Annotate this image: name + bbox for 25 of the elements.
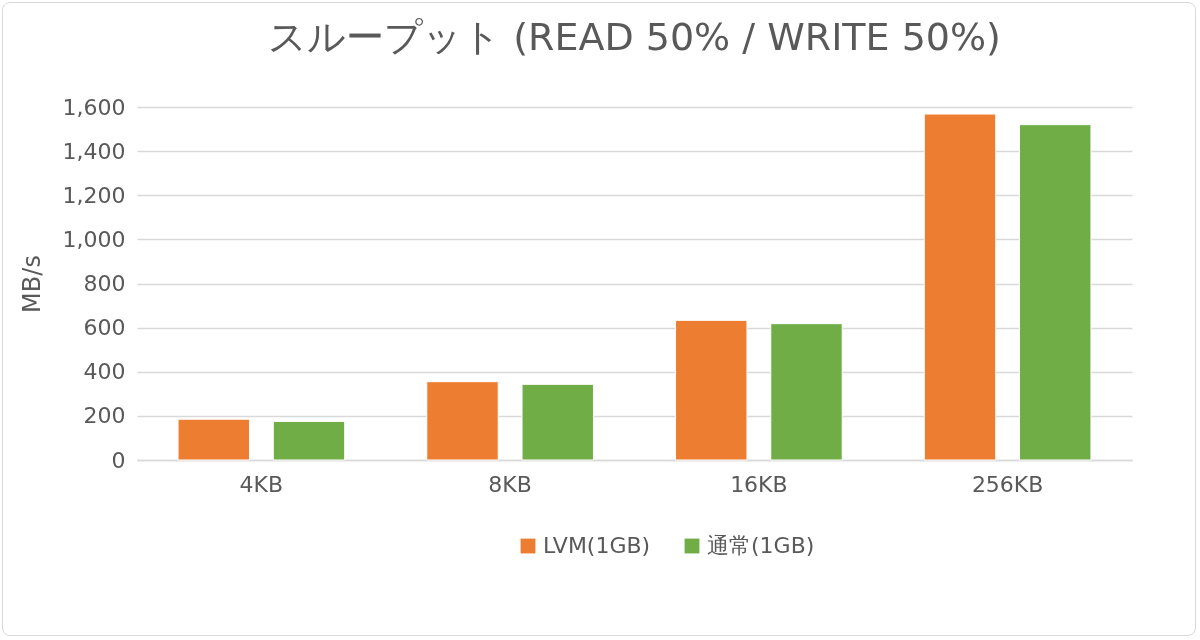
bar [770,323,843,461]
y-tick-label: 1,000 [62,226,126,252]
bar [272,420,346,461]
bar [177,418,250,461]
legend-label: LVM(1GB) [543,533,651,558]
x-tick-label: 8KB [488,471,532,497]
x-tick-label: 4KB [239,471,284,497]
y-tick-label: 1,200 [62,182,126,208]
chart-title: スループット (READ 50% / WRITE 50%) [268,15,1001,59]
bar [1019,124,1092,461]
bar [521,383,594,461]
y-tick-label: 0 [111,447,126,473]
x-tick-label: 16KB [730,471,788,497]
y-tick-label: 400 [83,359,126,385]
x-tick-label: 256KB [971,471,1044,497]
y-tick-label: 200 [83,403,126,429]
bar [675,319,748,461]
bar [923,113,997,461]
legend-label: 通常(1GB) [707,533,815,558]
y-tick-label: 600 [83,315,126,341]
y-tick-label: 1,600 [62,94,126,120]
y-tick-label: 800 [83,271,126,296]
y-axis-title: MB/s [17,255,46,313]
y-tick-label: 1,400 [62,138,126,164]
bar [426,381,499,461]
